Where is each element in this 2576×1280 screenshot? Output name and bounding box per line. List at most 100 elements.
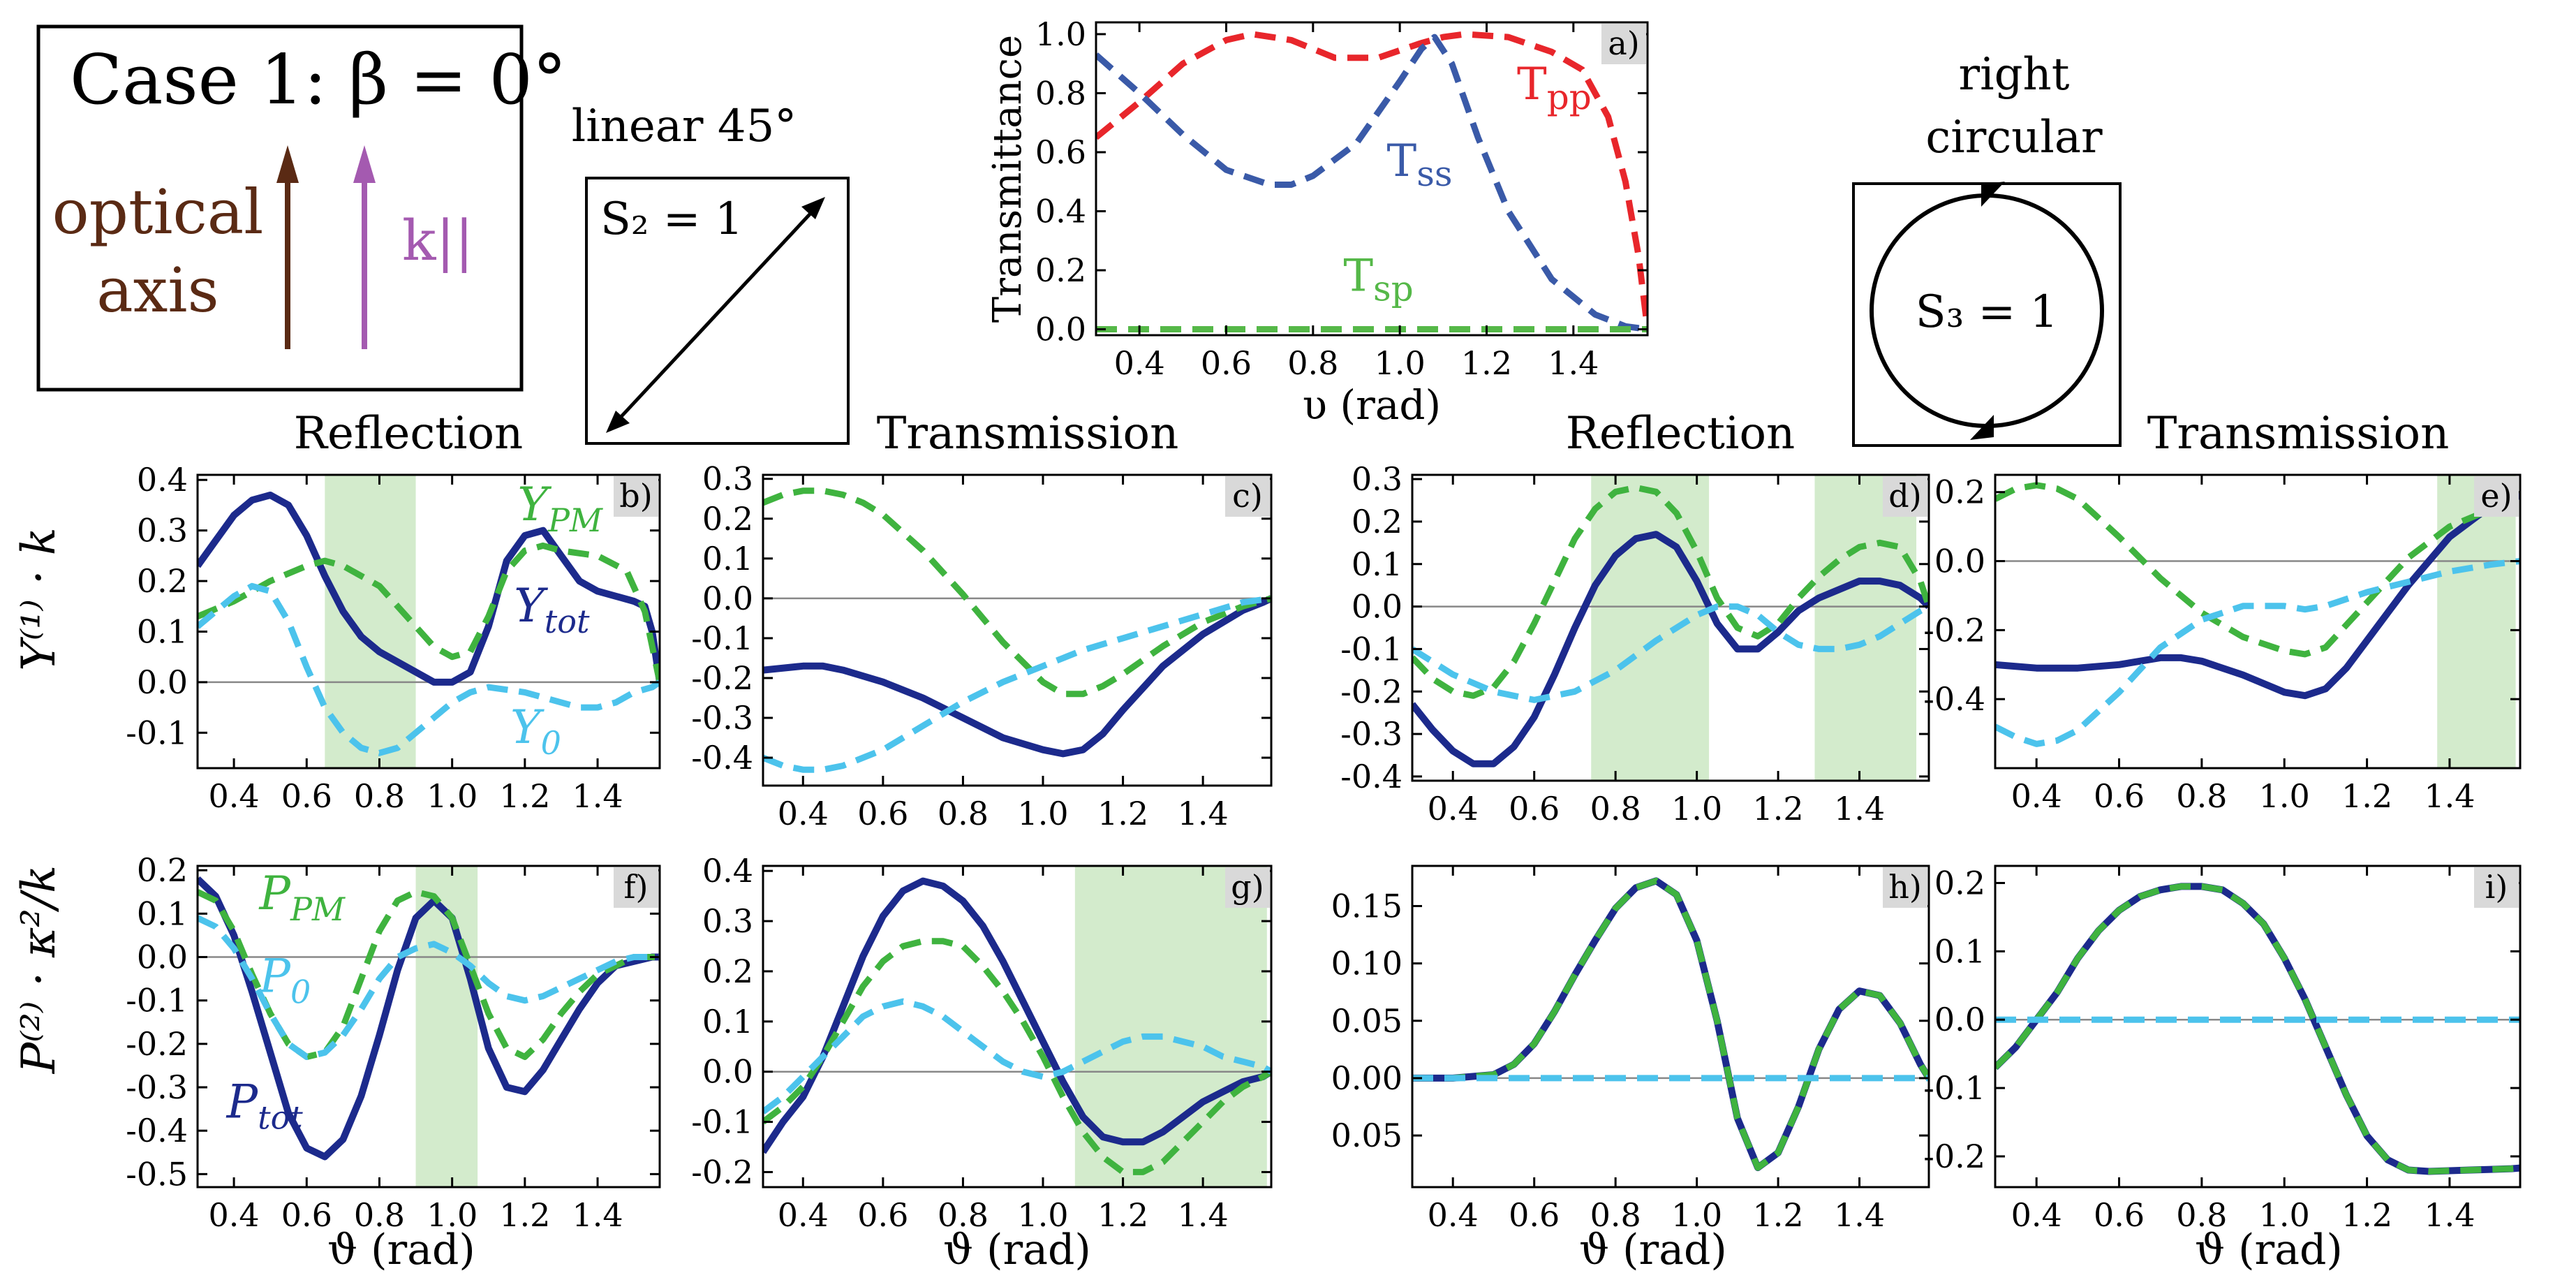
xtick-label-c-1: 0.6 [857,795,908,832]
ytick-label-d-0: -0.4 [1340,758,1402,795]
ytick-label-f-1: -0.4 [126,1112,188,1149]
panel-tag-f: f) [614,867,658,908]
circular-heading-2: circular [1925,112,2103,163]
panel-tag-bg-g [1225,867,1270,908]
ytick-label-f-5: 0.0 [137,939,188,976]
annotation-main-b-1: Y [514,579,548,633]
annotation-main-f-0: P [259,867,292,920]
frame-b [196,473,661,770]
ytick-label-c-5: 0.1 [702,540,753,578]
annotation-main-b-0: Y [517,478,552,531]
ytick-label-b-5: 0.4 [137,461,188,499]
xtick-label-g-3: 1.0 [1017,1196,1068,1234]
ytick-label-d-7: 0.3 [1352,460,1402,498]
panel-tag-bg-b [614,476,658,517]
xtick-label-b-3: 1.0 [427,777,478,815]
row-label-bottom: P⁽²⁾ · κ²/k [12,865,66,1074]
ytick-label-c-6: 0.2 [702,500,753,538]
title-left-reflection: Reflection [294,408,523,459]
chart-b: 0.4 0.6 0.8 1.0 1.2 1.4 -0.1 0.0 0.1 0.2 0.3 0.4 b) Y… [126,461,661,815]
series-b-Y_0 [198,582,660,756]
ytick-label-a-5: 1.0 [1035,15,1086,53]
ytick-label-c-3: -0.1 [691,619,753,657]
xtick-label-c-4: 1.2 [1097,795,1148,832]
ytick-label-d-4: 0.0 [1352,588,1402,626]
series-e-Y_tot [1995,492,2520,700]
panel-tag-label-i: i) [2485,868,2508,906]
xtick-label-a-2: 0.8 [1287,344,1338,382]
series-h-P_PM [1412,877,1929,1171]
frame-i [1994,865,2522,1189]
series-d-Y_PM [1412,484,1929,699]
k-parallel-label: k|| [402,208,473,273]
annotation-sub-a-0: pp [1547,77,1592,117]
annotation-a-1: Tss [1387,135,1453,194]
series-f-P_0 [198,915,660,1060]
xtick-label-i-5: 1.4 [2424,1196,2475,1234]
xtick-label-a-5: 1.4 [1548,344,1599,382]
ytick-label-c-0: -0.4 [691,739,753,777]
ytick-label-c-4: 0.0 [702,580,753,617]
xlabel-a: υ (rad) [1303,381,1441,429]
panel-tag-e: e) [2474,476,2519,517]
annotation-sub-a-2: sp [1373,269,1414,309]
ytick-label-i-0: -0.2 [1923,1138,1985,1175]
annotation-b-0: YPM [517,478,604,539]
xtick-label-b-1: 0.6 [281,777,332,815]
chart-f: 0.4 0.6 0.8 1.0 1.2 1.4 -0.5 -0.4 -0.3 -0.2 -0.1 0.… [126,851,661,1234]
panel-tag-b: b) [614,476,658,517]
annotation-sub-f-2: tot [258,1099,303,1137]
series-group-b [198,492,660,756]
panel-tag-label-f: f) [624,868,649,906]
chart-i: 0.4 0.6 0.8 1.0 1.2 1.4 -0.2 -0.1 0.0 0.1 0.2 i) [1923,864,2522,1234]
ytick-label-i-4: 0.2 [1934,864,1985,902]
xtick-label-e-4: 1.2 [2341,777,2392,815]
series-group-a [1096,31,1648,332]
xtick-label-h-0: 0.4 [1428,1196,1479,1234]
ytick-label-h-3: 0.10 [1331,945,1402,983]
ytick-label-f-2: -0.3 [126,1068,188,1106]
panel-tag-label-d: d) [1888,477,1921,515]
xtick-label-h-4: 1.2 [1753,1196,1804,1234]
annotation-sub-b-1: tot [545,603,590,640]
chart-a: 0.4 0.6 0.8 1.0 1.2 1.4 0.0 0.2 0.4 0.6 0.8 1.0 a) υ … [985,15,1649,429]
series-g-P_PM [763,938,1271,1175]
annotation-a-0: Tpp [1517,59,1592,117]
series-group-f [198,876,660,1161]
linear-arrow-head-top-icon [801,197,825,219]
xlabel-i: ϑ (rad) [2195,1226,2343,1274]
panel-tag-label-e: e) [2480,477,2512,515]
series-i-P_PM [1995,883,2520,1175]
series-g-P_tot [763,877,1271,1154]
series-group-d [1412,484,1929,767]
ytick-label-g-6: 0.4 [702,852,753,890]
series-c-Y_PM [763,487,1271,698]
xtick-label-f-3: 1.0 [427,1196,478,1234]
series-group-h [1412,877,1929,1172]
ytick-label-g-0: -0.2 [691,1153,753,1191]
series-b-Y_PM [198,542,660,683]
ytick-label-e-1: -0.2 [1923,611,1985,649]
xtick-label-c-2: 0.8 [938,795,989,832]
xtick-label-e-1: 0.6 [2094,777,2145,815]
xtick-label-d-4: 1.2 [1753,790,1804,827]
linear-heading: linear 45° [572,101,797,152]
ytick-label-h-4: 0.15 [1331,888,1402,925]
panel-tag-bg-i [2474,867,2519,908]
annotation-f-2: Ptot [226,1075,304,1137]
xtick-label-f-1: 0.6 [281,1196,332,1234]
ytick-label-i-1: -0.1 [1923,1069,1985,1107]
title-right-transmission: Transmission [2147,408,2450,459]
xtick-label-c-5: 1.4 [1178,795,1229,832]
annotation-b-1: Ytot [514,579,590,640]
panel-tag-bg-f [614,867,658,908]
ytick-label-d-6: 0.2 [1352,503,1402,540]
title-left-transmission: Transmission [877,408,1179,459]
ytick-label-b-0: -0.1 [126,714,188,751]
xtick-label-d-3: 1.0 [1671,790,1722,827]
panel-tag-g: g) [1225,867,1270,908]
annotation-sub-b-2: 0 [541,724,561,762]
ytick-label-f-6: 0.1 [137,895,188,932]
ytick-label-h-2: 0.05 [1331,1002,1402,1040]
panel-tag-bg-h [1883,867,1927,908]
